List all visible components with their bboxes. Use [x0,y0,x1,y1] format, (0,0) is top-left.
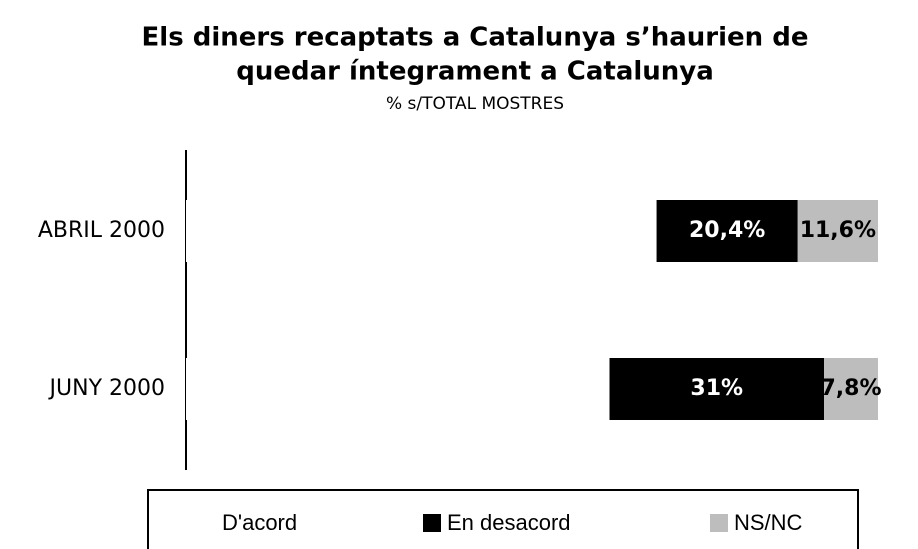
data-label: 11,6% [800,218,876,243]
legend-label: NS/NC [734,510,803,535]
data-label: 7,8% [821,376,882,401]
data-label: 20,4% [689,218,765,243]
legend-label: D'acord [222,510,297,535]
legend-swatch [710,514,728,532]
legend-box [147,489,859,549]
legend-label: En desacord [447,510,571,535]
bar-segment [609,358,825,420]
y-tick-label: ABRIL 2000 [38,218,165,243]
bar-segment [186,200,657,262]
legend-swatch [423,514,441,532]
chart-title: quedar íntegrament a Catalunya [236,57,714,87]
chart-title: Els diners recaptats a Catalunya s’hauri… [142,23,809,53]
chart-subtitle: % s/TOTAL MOSTRES [386,94,564,114]
y-tick-label: JUNY 2000 [48,376,165,401]
bar-segment [186,358,610,420]
bar-segment [656,200,798,262]
data-label: 31% [690,376,743,401]
bar-segment [824,358,878,420]
bar-segment [797,200,878,262]
